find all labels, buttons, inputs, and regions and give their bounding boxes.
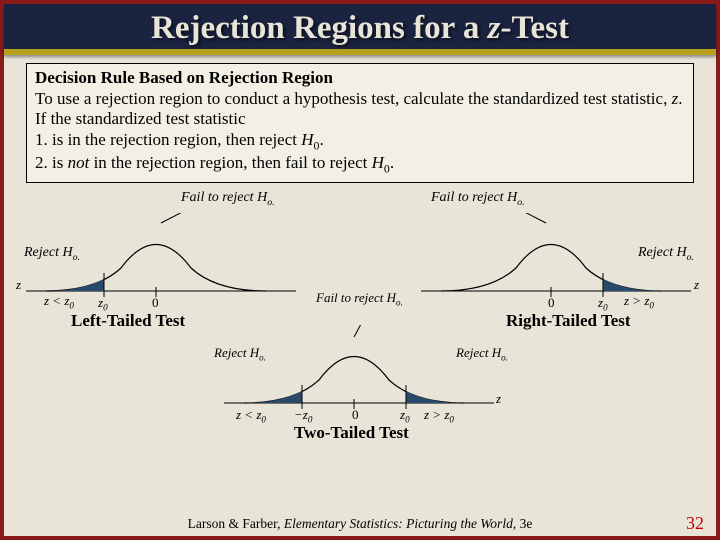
reject-mid-left: Reject Ho. bbox=[214, 345, 266, 363]
right-zgt: z > z0 bbox=[624, 293, 654, 311]
two-tailed-curve bbox=[224, 325, 494, 415]
title-z: z bbox=[488, 10, 501, 46]
page-title: Rejection Regions for a z-Test bbox=[4, 10, 716, 47]
left-z-axis: z bbox=[16, 277, 21, 293]
two-negz0: −z0 bbox=[294, 407, 312, 425]
two-zgt: z > z0 bbox=[424, 407, 454, 425]
header: Rejection Regions for a z-Test bbox=[4, 4, 716, 55]
two-test-name: Two-Tailed Test bbox=[294, 423, 409, 443]
box-line1a: To use a rejection region to conduct a h… bbox=[35, 89, 672, 108]
fail-right-label: Fail to reject Ho. bbox=[431, 190, 525, 208]
left-zlt: z < z0 bbox=[44, 293, 74, 311]
left-z0: z0 bbox=[98, 295, 108, 313]
decision-rule-box: Decision Rule Based on Rejection Region … bbox=[26, 63, 694, 183]
page-number: 32 bbox=[686, 513, 704, 534]
box-li2a: 2. is bbox=[35, 153, 68, 172]
box-li2-not: not bbox=[68, 153, 90, 172]
left-test-name: Left-Tailed Test bbox=[71, 311, 185, 331]
two-zlt: z < z0 bbox=[236, 407, 266, 425]
reject-left-label: Reject Ho. bbox=[24, 245, 80, 263]
two-z-axis: z bbox=[496, 391, 501, 407]
diagrams-area: Fail to reject Ho. Reject Ho. z z < z0 z… bbox=[26, 185, 694, 465]
box-li2-end: . bbox=[390, 153, 394, 172]
left-zero: 0 bbox=[152, 295, 159, 311]
box-li1a: 1. is in the rejection region, then reje… bbox=[35, 130, 301, 149]
title-post: -Test bbox=[501, 10, 569, 46]
footer-author: Larson & Farber, bbox=[188, 516, 284, 531]
two-z0: z0 bbox=[400, 407, 410, 425]
footer-ed: , 3e bbox=[513, 516, 533, 531]
title-pre: Rejection Regions for a bbox=[151, 10, 488, 46]
slide-frame: Rejection Regions for a z-Test Decision … bbox=[0, 0, 720, 540]
box-li1-end: . bbox=[319, 130, 323, 149]
box-li1-h: H bbox=[301, 130, 313, 149]
footer-book: Elementary Statistics: Picturing the Wor… bbox=[284, 516, 513, 531]
box-li2-h: H bbox=[372, 153, 384, 172]
right-test-name: Right-Tailed Test bbox=[506, 311, 631, 331]
box-heading: Decision Rule Based on Rejection Region bbox=[35, 68, 333, 87]
fail-mid-label: Fail to reject Ho. bbox=[316, 290, 403, 308]
right-zero: 0 bbox=[548, 295, 555, 311]
two-zero: 0 bbox=[352, 407, 359, 423]
reject-mid-right: Reject Ho. bbox=[456, 345, 508, 363]
box-li2b: in the rejection region, then fail to re… bbox=[89, 153, 371, 172]
right-z-axis: z bbox=[694, 277, 699, 293]
fail-left-label: Fail to reject Ho. bbox=[181, 190, 275, 208]
footer-citation: Larson & Farber, Elementary Statistics: … bbox=[4, 516, 716, 532]
reject-right-label: Reject Ho. bbox=[638, 245, 694, 263]
right-z0: z0 bbox=[598, 295, 608, 313]
